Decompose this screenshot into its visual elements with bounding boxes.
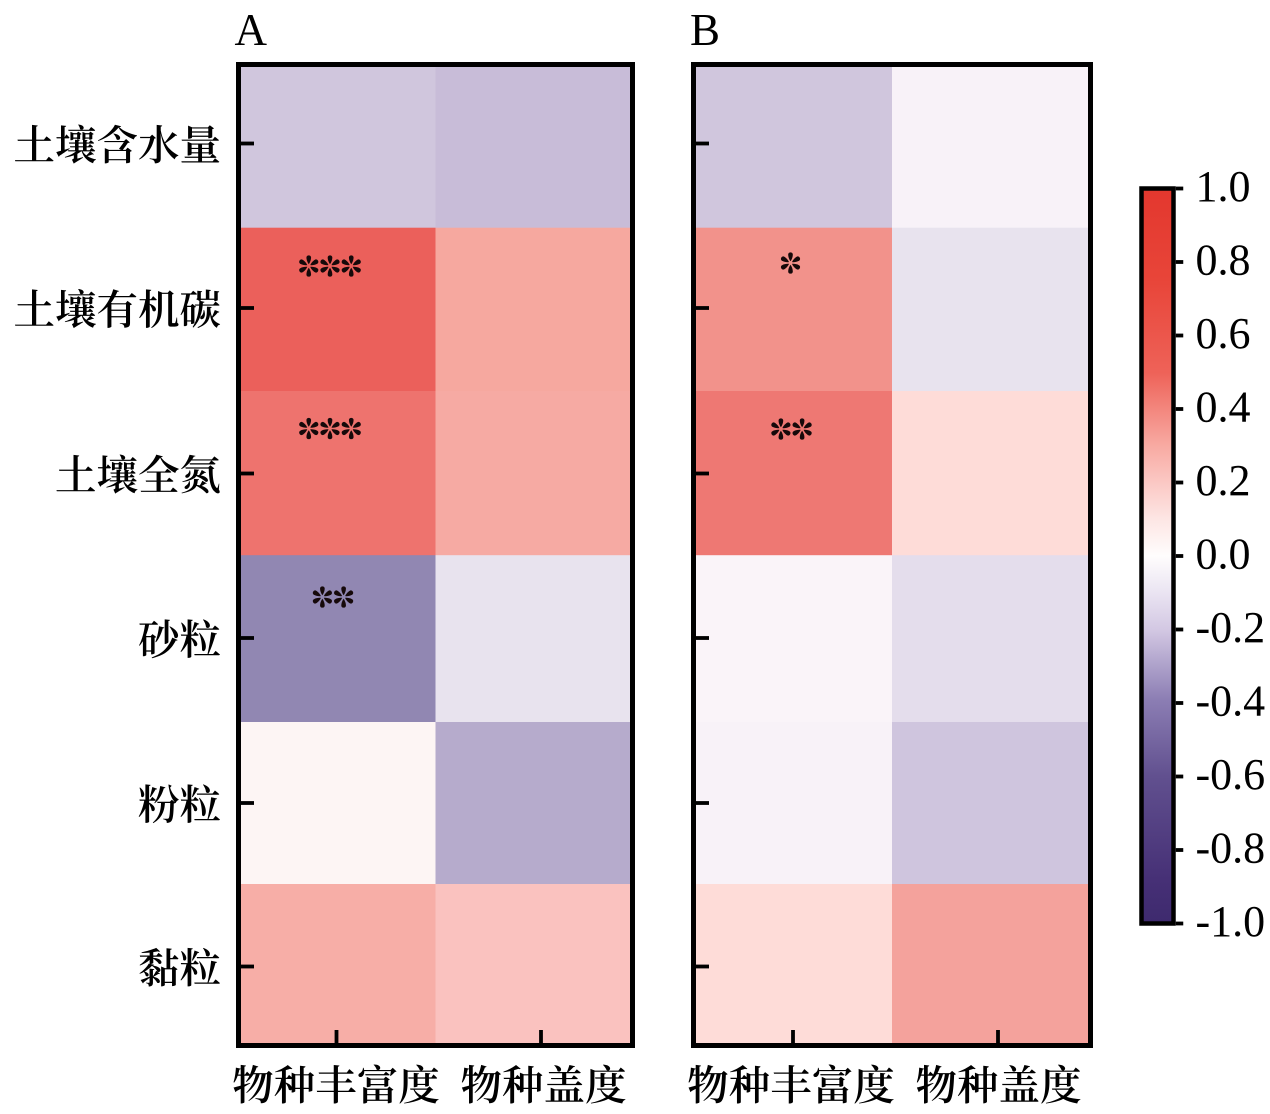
svg-text:0.0: 0.0 — [1196, 530, 1251, 579]
svg-text:A: A — [235, 5, 268, 55]
svg-text:-0.2: -0.2 — [1196, 603, 1266, 652]
svg-text:-0.8: -0.8 — [1196, 824, 1266, 873]
svg-text:-0.6: -0.6 — [1196, 750, 1266, 799]
svg-text:0.2: 0.2 — [1196, 456, 1251, 505]
svg-text:0.8: 0.8 — [1196, 236, 1251, 285]
svg-text:0.6: 0.6 — [1196, 309, 1251, 358]
svg-text:-1.0: -1.0 — [1196, 897, 1266, 946]
svg-text:1.0: 1.0 — [1196, 162, 1251, 211]
svg-text:0.4: 0.4 — [1196, 383, 1251, 432]
svg-text:B: B — [690, 5, 720, 55]
svg-text:-0.4: -0.4 — [1196, 677, 1266, 726]
